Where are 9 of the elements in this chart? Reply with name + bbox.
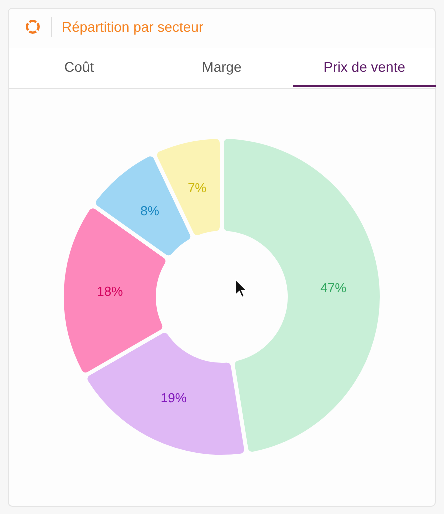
text: Coût [64, 59, 94, 75]
data-label: 18% [97, 284, 124, 300]
data-label: 8% [140, 204, 160, 219]
chart-title: Répartition par secteur [62, 19, 204, 35]
data-label: 19% [160, 390, 188, 406]
data-label: 7% [188, 180, 208, 196]
chart-subtitle: Prix de vente [324, 59, 406, 75]
text: Marge [202, 59, 242, 75]
data-label: 47% [320, 280, 348, 296]
